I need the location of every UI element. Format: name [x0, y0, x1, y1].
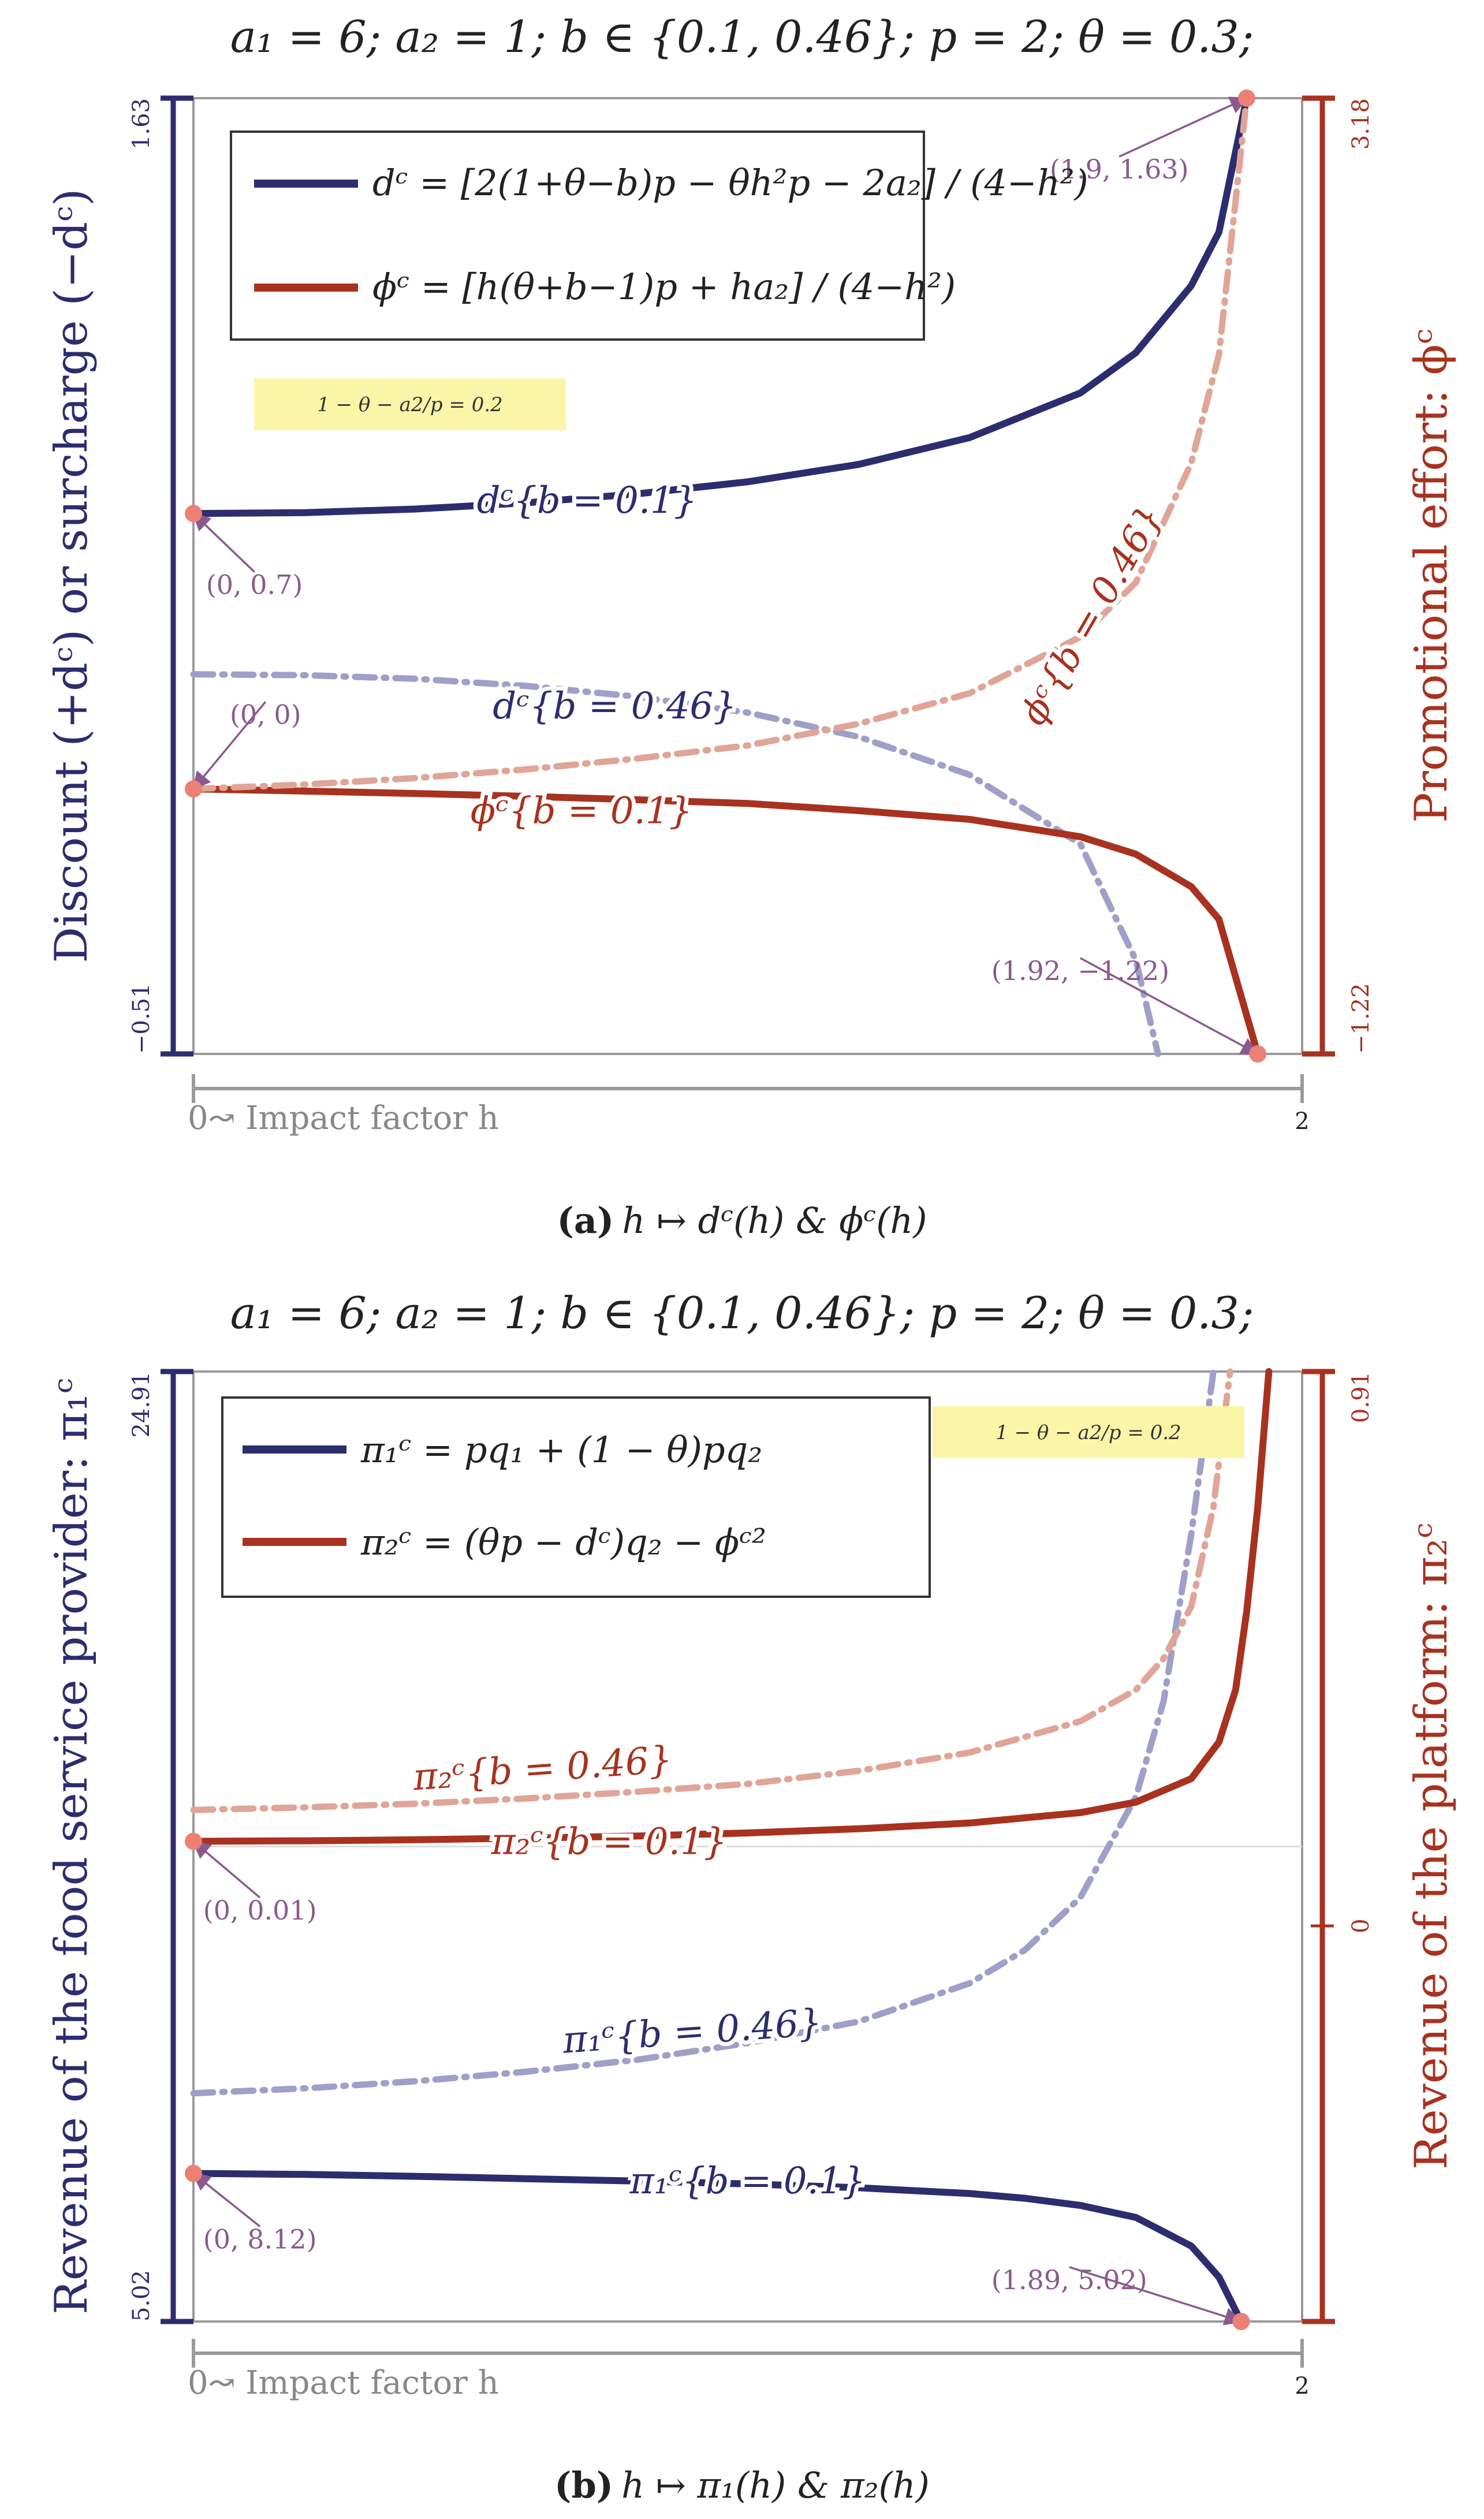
panel-a-left-tick-top: 1.63: [128, 98, 155, 150]
panel-a-left-tick-bottom: −0.51: [128, 983, 155, 1054]
panel-b-curve-label-1: π₁ᶜ{b = 0.46}: [561, 2002, 823, 2062]
panel-b-title: a₁ = 6; a₂ = 1; b ∈ {0.1, 0.46}; p = 2; …: [230, 1287, 1254, 1339]
panel-a-right-tick-top: 3.18: [1348, 98, 1374, 150]
panel-b-right-axis: [1302, 1369, 1335, 2324]
panel-a-legend-d: dᶜ = [2(1+θ−b)p − θh²p − 2a₂] / (4−h²): [372, 162, 1088, 204]
panel-a-curve-label-1: dᶜ{b = 0.46}: [493, 685, 737, 728]
panel-a-legend: dᶜ = [2(1+θ−b)p − θh²p − 2a₂] / (4−h²) ϕ…: [230, 131, 1088, 341]
panel-a-annotation-label-3: (1.92, −1.22): [991, 955, 1170, 986]
panel-a-note-text: 1 − θ − a2/p = 0.2: [317, 393, 503, 416]
panel-a-curve-labels: dᶜ{b = 0.1} dᶜ{b = 0.46} ϕᶜ{b = 0.1} ϕᶜ{b =…: [467, 475, 1176, 837]
panel-b-annotation-label-0: (0, 0.01): [203, 1895, 317, 1926]
panel-a-right-axis-label: Promotional effort: ϕᶜ: [1405, 329, 1457, 823]
panel-b-annotation-point-1: [185, 2164, 202, 2182]
panel-a-legend-phi: ϕᶜ = [h(θ+b−1)p + ha₂] / (4−h²): [372, 266, 956, 308]
panel-a-curve-label-0-group: dᶜ{b = 0.1}: [473, 475, 702, 526]
panel-a-series-1-line: [190, 671, 1161, 1057]
panel-b-annotation-label-2: (1.89, 5.02): [991, 2264, 1147, 2296]
panel-a-x-tick-end: 2: [1295, 1108, 1309, 1135]
panel-b-curve-label-3: π₂ᶜ{b = 0.1}: [491, 1821, 728, 1864]
panel-b-series-1-line: [190, 1368, 1217, 2097]
panel-a-curve-label-0: dᶜ{b = 0.1}: [477, 479, 698, 522]
panel-b-note: 1 − θ − a2/p = 0.2: [933, 1406, 1244, 1458]
panel-a-annotation-arrow-2: [192, 701, 267, 791]
panel-b-x-axis: [192, 2339, 1304, 2368]
panel-b-annotation-arrow-1: [192, 2172, 261, 2227]
panel-b-legend: π₁ᶜ = pq₁ + (1 − θ)pq₂ π₂ᶜ = (θp − dᶜ)q₂…: [221, 1396, 931, 1598]
panel-a-annotation-arrow-3: [1080, 957, 1259, 1055]
panel-a: a₁ = 6; a₂ = 1; b ∈ {0.1, 0.46}; p = 2; …: [46, 11, 1457, 1242]
panel-b-annotation-arrow-2: [1069, 2266, 1243, 2326]
panel-b-series-2-line: [190, 1368, 1273, 1845]
panel-a-annotation-point-2: [185, 780, 202, 798]
panel-a-annotation-arrow-1: [192, 512, 255, 573]
panel-a-caption: (a) h ↦ dᶜ(h) & ϕᶜ(h): [557, 1199, 927, 1242]
panel-b-curve-label-0-group: π₁ᶜ{b = 0.1}: [625, 2156, 870, 2207]
panel-b-curve-label-1-group: π₁ᶜ{b = 0.46}: [557, 1998, 827, 2066]
panel-a-curve-label-1-group: dᶜ{b = 0.46}: [489, 681, 741, 732]
panel-a-plot-frame: [192, 97, 1303, 1055]
panel-b-series-layer: [190, 1368, 1302, 2325]
panel-b: a₁ = 6; a₂ = 1; b ∈ {0.1, 0.46}; p = 2; …: [46, 1287, 1457, 2506]
panel-a-series-layer: [190, 95, 1262, 1057]
panel-a-annotation-point-0: [1238, 90, 1255, 107]
panel-b-curve-label-0: π₁ᶜ{b = 0.1}: [629, 2160, 866, 2203]
panel-a-left-axis-label: Discount (+dᶜ) or surcharge (−dᶜ): [46, 188, 98, 963]
panel-a-series-2-line: [190, 785, 1262, 1057]
panel-a-x-axis-label: 0↝ Impact factor h: [188, 1100, 499, 1137]
panel-a-x-axis: [192, 1074, 1304, 1103]
panel-b-left-tick-bottom: 5.02: [128, 2270, 155, 2321]
panel-a-series-3-line: [190, 95, 1250, 792]
panel-b-annotation-point-0: [185, 1832, 202, 1850]
panel-b-left-axis-label: Revenue of the food service provider: π₁…: [46, 1378, 98, 2315]
panel-a-curve-label-3-group: ϕᶜ{b = 0.46}: [1008, 494, 1176, 736]
panel-b-right-axis-label: Revenue of the platform: π₂ᶜ: [1405, 1523, 1457, 2170]
panel-a-annotation-point-1: [185, 505, 202, 523]
panel-b-annotation-point-2: [1232, 2313, 1250, 2330]
panel-a-caption-tag: (a): [557, 1199, 614, 1242]
panel-b-caption: (b) h ↦ π₁(h) & π₂(h): [554, 2464, 930, 2506]
panel-a-curve-label-2-group: ϕᶜ{b = 0.1}: [467, 786, 697, 837]
panel-b-right-tick-zero: 0: [1348, 1918, 1374, 1933]
panel-b-x-tick-end: 2: [1295, 2373, 1309, 2399]
panel-b-left-axis: [161, 1369, 193, 2324]
panel-b-series-0-line: [190, 2170, 1245, 2325]
panel-b-legend-pi1: π₁ᶜ = pq₁ + (1 − θ)pq₂: [360, 1429, 762, 1471]
panel-b-left-tick-top: 24.91: [128, 1372, 155, 1438]
panel-b-right-tick-top: 0.91: [1348, 1372, 1374, 1423]
panel-a-note: 1 − θ − a2/p = 0.2: [254, 378, 566, 430]
panel-b-note-text: 1 − θ − a2/p = 0.2: [995, 1421, 1181, 1444]
panel-b-annotations: (0, 0.01) (0, 8.12) (1.89, 5.02): [185, 1832, 1250, 2330]
panel-a-annotation-label-2: (0, 0): [230, 699, 301, 730]
panel-b-curve-label-2: π₂ᶜ{b = 0.46}: [411, 1738, 674, 1799]
panel-a-caption-text: h ↦ dᶜ(h) & ϕᶜ(h): [622, 1199, 927, 1242]
panel-b-x-axis-label: 0↝ Impact factor h: [188, 2364, 499, 2402]
panel-b-curve-label-3-group: π₂ᶜ{b = 0.1}: [487, 1817, 732, 1868]
panel-b-annotation-arrow-0: [192, 1840, 261, 1899]
panel-a-annotation-label-0: (1.9, 1.63): [1050, 154, 1189, 185]
panel-b-legend-pi2: π₂ᶜ = (θp − dᶜ)q₂ − ϕᶜ²: [360, 1521, 766, 1563]
panel-a-curve-label-3: ϕᶜ{b = 0.46}: [1012, 498, 1172, 732]
panel-b-caption-tag: (b): [554, 2464, 613, 2506]
panel-b-series-3-line: [190, 1368, 1233, 1813]
panel-b-curve-labels: π₁ᶜ{b = 0.1} π₁ᶜ{b = 0.46} π₂ᶜ{b = 0.46} π₂…: [407, 1734, 870, 2207]
panel-a-annotation-arrow-0: [1118, 96, 1248, 158]
panel-a-right-tick-bottom: −1.22: [1348, 983, 1374, 1054]
panel-b-caption-text: h ↦ π₁(h) & π₂(h): [621, 2464, 930, 2506]
panel-a-annotation-point-3: [1249, 1045, 1267, 1063]
panel-a-series-0-line: [190, 95, 1250, 517]
panel-b-curve-label-2-group: π₂ᶜ{b = 0.46}: [407, 1734, 678, 1803]
panel-b-annotation-label-1: (0, 8.12): [203, 2223, 317, 2255]
panel-a-curve-label-2: ϕᶜ{b = 0.1}: [471, 790, 693, 833]
panel-a-annotations: (1.9, 1.63) (0, 0.7) (0, 0) (1.92, −1.22): [185, 90, 1267, 1063]
panel-a-right-axis: [1302, 95, 1335, 1057]
panel-a-left-axis: [161, 95, 193, 1057]
panel-a-title: a₁ = 6; a₂ = 1; b ∈ {0.1, 0.46}; p = 2; …: [230, 11, 1254, 62]
panel-a-annotation-label-1: (0, 0.7): [206, 569, 303, 600]
